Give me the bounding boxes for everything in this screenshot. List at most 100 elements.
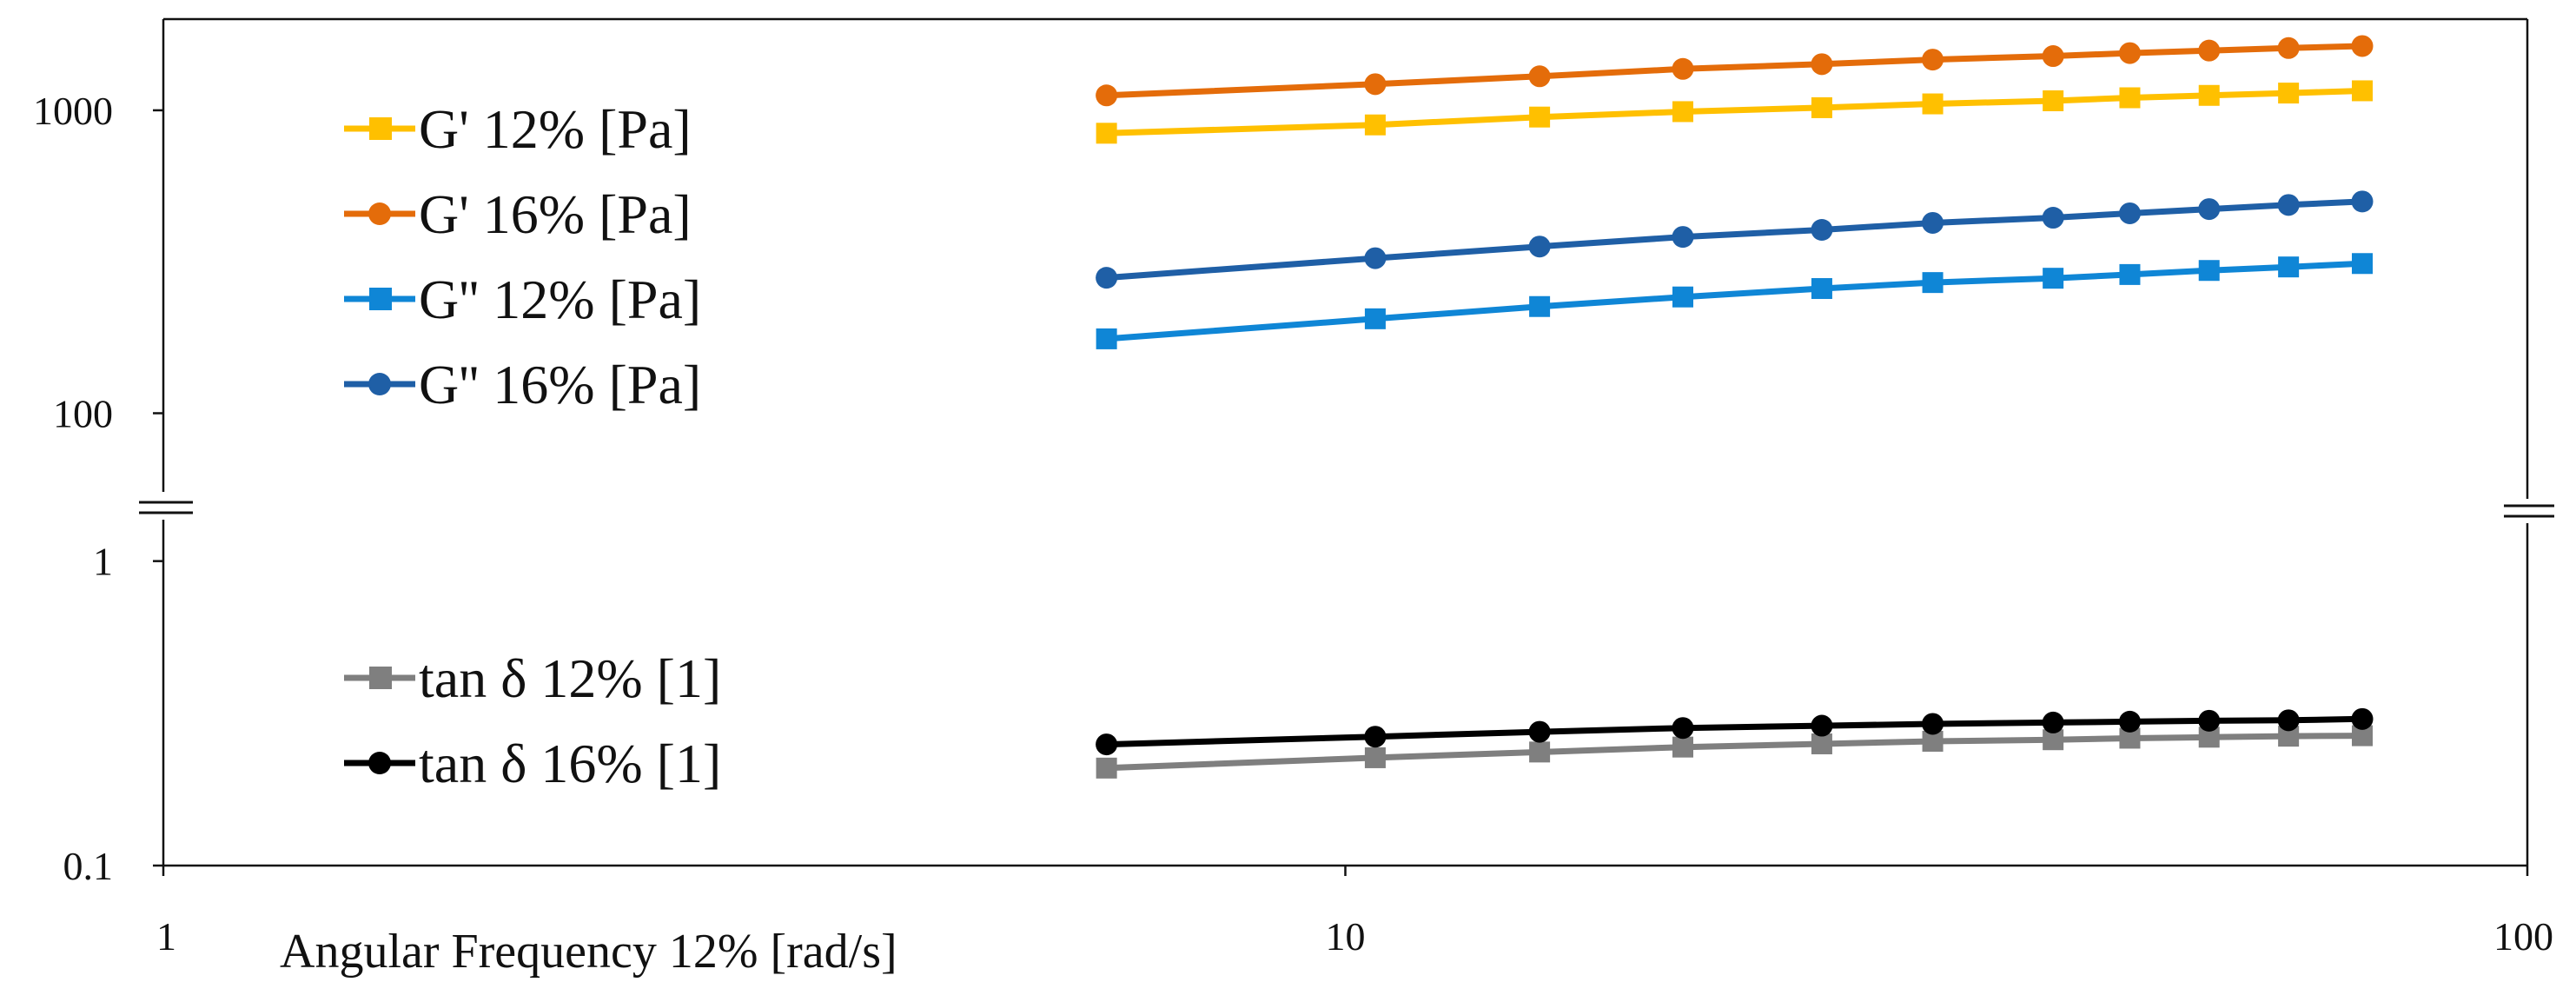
legend-marker — [369, 288, 392, 310]
data-point — [1922, 713, 1944, 735]
data-point — [2118, 202, 2141, 224]
legend-item: G' 16% [Pa] — [344, 183, 692, 245]
data-point — [2351, 707, 2374, 730]
series-line — [1103, 198, 2366, 282]
data-point — [1528, 720, 1551, 743]
legend-label: tan δ 12% [1] — [419, 647, 721, 709]
data-point — [2351, 35, 2374, 57]
x-axis-title: Angular Frequency 12% [rad/s] — [280, 925, 897, 979]
data-point — [1528, 65, 1551, 88]
data-point — [2277, 194, 2300, 216]
data-point — [1672, 57, 1694, 80]
data-point — [2198, 260, 2220, 282]
data-point — [2118, 710, 2141, 733]
data-point — [1529, 295, 1551, 317]
series — [1096, 253, 2373, 349]
data-point — [2042, 711, 2064, 733]
legend-marker — [369, 117, 392, 140]
axis-break-marks — [139, 501, 2554, 518]
data-point — [1672, 226, 1694, 249]
x-tick-label: 100 — [2493, 914, 2553, 959]
legend-item: G'' 16% [Pa] — [344, 354, 701, 415]
data-point — [2042, 207, 2064, 229]
legend-item: tan δ 12% [1] — [344, 647, 721, 709]
data-point — [1672, 736, 1694, 758]
data-point — [1672, 717, 1694, 740]
data-point — [1096, 757, 1117, 779]
axis-ticks: 1 10 100 100 1000 0.1 1 — [33, 89, 2553, 959]
legend-label: G' 16% [Pa] — [419, 183, 692, 245]
data-point — [1096, 328, 1117, 349]
legend-label: G' 12% [Pa] — [419, 98, 692, 160]
legend-marker — [369, 667, 392, 689]
x-tick-label: 10 — [1326, 914, 1366, 959]
data-point — [2277, 36, 2300, 59]
data-point — [1528, 236, 1551, 258]
data-point — [2042, 45, 2064, 68]
data-point — [1811, 278, 1832, 300]
legend-item: tan δ 16% [1] — [344, 733, 721, 794]
data-point — [2198, 84, 2220, 106]
data-point — [2198, 198, 2221, 221]
data-point — [2119, 263, 2141, 285]
data-point — [2351, 80, 2373, 102]
series — [1096, 80, 2373, 144]
data-point — [1922, 49, 1944, 71]
legend-label: G'' 12% [Pa] — [419, 269, 701, 330]
data-point — [2278, 83, 2300, 104]
legend-marker — [368, 202, 391, 225]
data-point — [1672, 101, 1694, 123]
data-point — [1096, 123, 1117, 144]
data-point — [1529, 741, 1551, 763]
data-point — [2198, 709, 2221, 732]
series-line — [1103, 43, 2366, 99]
data-point — [1096, 84, 1118, 107]
y-tick-label: 1000 — [33, 89, 113, 133]
data-point — [1922, 93, 1944, 115]
series — [1096, 707, 2374, 756]
data-point — [1364, 73, 1387, 96]
data-point — [1811, 53, 1833, 76]
data-point — [1811, 714, 1833, 737]
data-point — [1364, 308, 1386, 329]
data-point — [1811, 96, 1832, 118]
series-line — [1103, 88, 2366, 136]
data-point — [1811, 219, 1833, 242]
data-point — [1811, 733, 1832, 754]
x-tick-label: 1 — [156, 914, 176, 959]
data-point — [2278, 256, 2300, 278]
series — [1096, 725, 2373, 779]
series — [1096, 35, 2374, 107]
data-point — [1364, 114, 1386, 136]
data-point — [2198, 39, 2221, 62]
data-point — [1529, 106, 1551, 128]
y-tick-label: 0.1 — [63, 844, 114, 888]
legend-label: tan δ 16% [1] — [419, 733, 721, 794]
data-point — [2277, 709, 2300, 732]
series — [1096, 190, 2374, 289]
series-line — [1103, 260, 2366, 342]
data-point — [2043, 268, 2064, 289]
data-point — [1922, 211, 1944, 234]
data-point — [2118, 42, 2141, 64]
data-point — [1364, 747, 1386, 768]
data-point — [1096, 267, 1118, 289]
data-point — [1672, 286, 1694, 308]
legend-marker — [368, 373, 391, 395]
legend-item: G'' 12% [Pa] — [344, 269, 701, 330]
legends: G' 12% [Pa] G' 16% [Pa] G'' 12% [Pa] G'' 16… — [344, 98, 721, 794]
data-point — [2351, 190, 2374, 213]
legend-item: G' 12% [Pa] — [344, 98, 692, 160]
data-point — [2351, 253, 2373, 275]
y-tick-label: 1 — [93, 540, 113, 584]
data-point — [1364, 247, 1387, 269]
data-point — [1096, 733, 1118, 756]
legend-label: G'' 16% [Pa] — [419, 354, 701, 415]
y-tick-label: 100 — [53, 391, 113, 435]
series-layer — [1096, 35, 2374, 779]
data-point — [2119, 87, 2141, 109]
legend-marker — [368, 752, 391, 774]
data-point — [2043, 90, 2064, 111]
data-point — [1364, 726, 1387, 748]
